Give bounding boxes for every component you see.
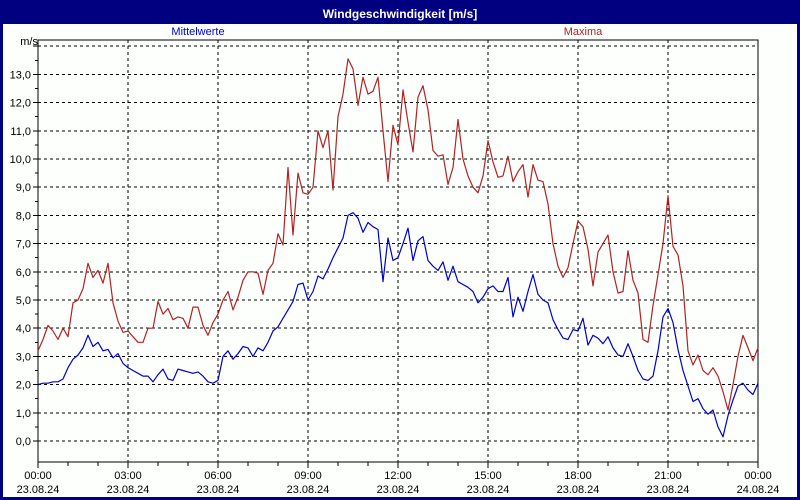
y-tick-label: 7,0 — [16, 239, 31, 251]
y-tick-label: 13,0 — [10, 69, 31, 81]
series-maxima — [37, 58, 759, 411]
x-time-label: 00:00 — [24, 470, 52, 482]
wind-speed-chart: 0,0 1,0 2,0 3,0 4,0 5,0 6,0 7,0 8,0 9,0 10,0 11,0 12… — [10, 39, 780, 496]
x-date-label: 23.08.24 — [107, 484, 150, 496]
x-date-label: 23.08.24 — [377, 484, 420, 496]
y-tick-label: 6,0 — [16, 267, 31, 279]
x-time-label: 00:00 — [744, 470, 772, 482]
y-tick-label: 9,0 — [16, 182, 31, 194]
y-tick-label: 11,0 — [10, 126, 31, 138]
y-axis-unit-label: m/s — [20, 36, 38, 48]
y-tick-label: 4,0 — [16, 323, 31, 335]
legend-mean-label: Mittelwerte — [171, 26, 225, 38]
x-date-label: 24.08.24 — [737, 484, 780, 496]
series-mittelwerte — [37, 212, 759, 438]
legend-max-label: Maxima — [563, 26, 603, 38]
x-date-label: 23.08.24 — [17, 484, 60, 496]
x-time-label: 21:00 — [654, 470, 682, 482]
x-time-label: 09:00 — [294, 470, 322, 482]
y-tick-label: 3,0 — [16, 351, 31, 363]
axis-ticks — [33, 45, 759, 468]
x-time-label: 18:00 — [564, 470, 592, 482]
y-tick-label: 8,0 — [16, 210, 31, 222]
y-tick-label: 2,0 — [16, 380, 31, 392]
window-title: Windgeschwindigkeit [m/s] — [322, 6, 478, 21]
x-date-label: 23.08.24 — [557, 484, 600, 496]
x-time-label: 06:00 — [204, 470, 232, 482]
y-gridlines — [38, 45, 758, 442]
x-date-label: 23.08.24 — [467, 484, 510, 496]
x-tick-labels: 00:00 23.08.24 03:00 23.08.24 06:00 23.08.24 0… — [17, 470, 780, 496]
y-tick-label: 0,0 — [16, 436, 31, 448]
x-time-label: 03:00 — [114, 470, 142, 482]
x-time-label: 12:00 — [384, 470, 412, 482]
y-tick-label: 10,0 — [10, 154, 31, 166]
x-date-label: 23.08.24 — [197, 484, 240, 496]
x-gridlines — [127, 40, 669, 462]
y-tick-label: 12,0 — [10, 98, 31, 110]
title-bar: Windgeschwindigkeit [m/s] — [3, 3, 797, 24]
x-time-label: 15:00 — [474, 470, 502, 482]
y-tick-labels: 0,0 1,0 2,0 3,0 4,0 5,0 6,0 7,0 8,0 9,0 10,0 11,0 12… — [10, 69, 31, 448]
y-tick-label: 5,0 — [16, 295, 31, 307]
x-date-label: 23.08.24 — [647, 484, 690, 496]
x-date-label: 23.08.24 — [287, 484, 330, 496]
y-tick-label: 1,0 — [16, 408, 31, 420]
